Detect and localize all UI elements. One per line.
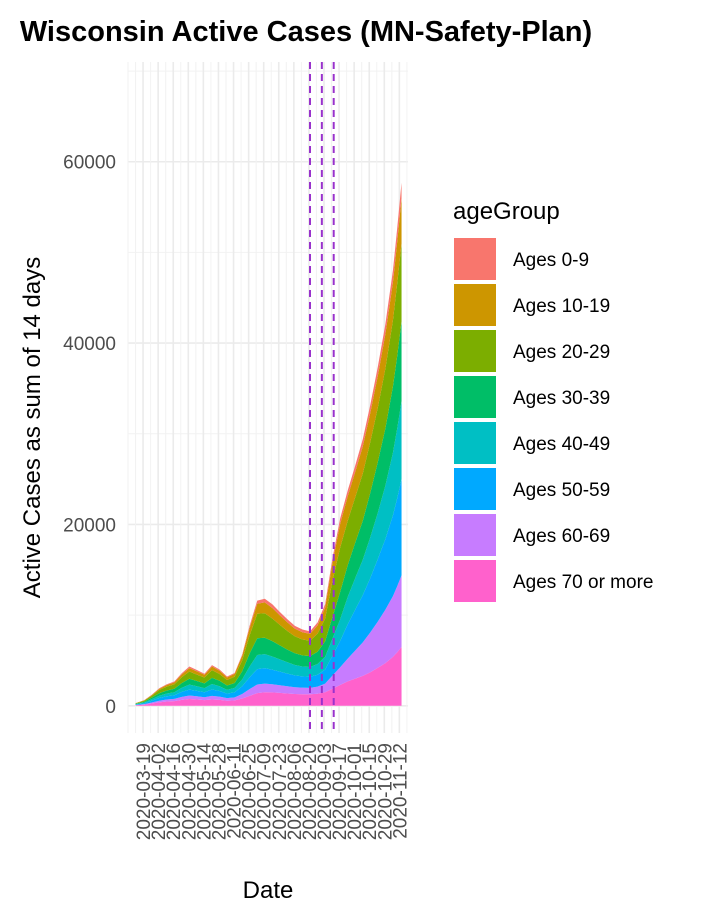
y-tick-label: 20000: [63, 515, 116, 536]
legend-swatch: [454, 468, 496, 510]
y-tick-label: 0: [105, 697, 116, 718]
legend-label: Ages 0-9: [513, 250, 589, 271]
legend-label: Ages 30-39: [513, 388, 610, 409]
x-tick-label: 2020-05-14: [194, 743, 215, 841]
legend-title: ageGroup: [453, 198, 560, 225]
stacked-areas: [135, 182, 402, 706]
legend-label: Ages 50-59: [513, 480, 610, 501]
legend-swatch: [454, 514, 496, 556]
y-tick-label: 40000: [63, 334, 116, 355]
legend-label: Ages 40-49: [513, 434, 610, 455]
legend-label: Ages 20-29: [513, 342, 610, 363]
legend-swatch: [454, 376, 496, 418]
x-tick-label: 2020-03-19: [134, 743, 155, 840]
x-axis-ticks: 2020-03-192020-04-022020-04-162020-04-30…: [134, 743, 411, 841]
x-tick-label: 2020-11-12: [390, 743, 411, 839]
area-ages-70-or-more: [135, 646, 402, 706]
legend: ageGroup Ages 0-9 Ages 10-19 Ages 20-29 Age…: [453, 198, 653, 602]
x-tick-label: 2020-06-25: [240, 743, 261, 840]
x-axis-title: Date: [243, 877, 294, 904]
x-tick-label: 2020-09-17: [330, 743, 351, 840]
reference-lines: [309, 62, 335, 733]
legend-label: Ages 70 or more: [513, 572, 653, 593]
legend-swatch: [454, 330, 496, 372]
x-tick-label: 2020-04-02: [149, 743, 170, 840]
legend-label: Ages 60-69: [513, 526, 610, 547]
x-tick-label: 2020-06-11: [225, 743, 246, 839]
x-tick-label: 2020-08-06: [285, 743, 306, 840]
x-tick-label: 2020-04-16: [164, 743, 185, 840]
x-tick-label: 2020-07-09: [255, 743, 276, 840]
x-tick-label: 2020-07-23: [270, 743, 291, 840]
chart-title: Wisconsin Active Cases (MN-Safety-Plan): [20, 16, 592, 48]
legend-swatch: [454, 422, 496, 464]
y-tick-label: 60000: [63, 153, 116, 174]
y-axis-ticks: 0 20000 40000 60000: [63, 153, 116, 718]
x-tick-label: 2020-10-29: [375, 743, 396, 840]
legend-swatch: [454, 560, 496, 602]
x-tick-label: 2020-10-15: [360, 743, 381, 840]
x-tick-label: 2020-09-03: [315, 743, 336, 840]
x-tick-label: 2020-05-28: [209, 743, 230, 840]
x-tick-label: 2020-04-30: [179, 743, 200, 840]
x-tick-label: 2020-10-01: [345, 743, 366, 840]
area-ages-20-29: [135, 243, 402, 704]
legend-swatch: [454, 238, 496, 280]
x-tick-label: 2020-08-20: [300, 743, 321, 840]
y-axis-title: Active Cases as sum of 14 days: [19, 257, 46, 598]
legend-label: Ages 10-19: [513, 296, 610, 317]
legend-swatch: [454, 284, 496, 326]
